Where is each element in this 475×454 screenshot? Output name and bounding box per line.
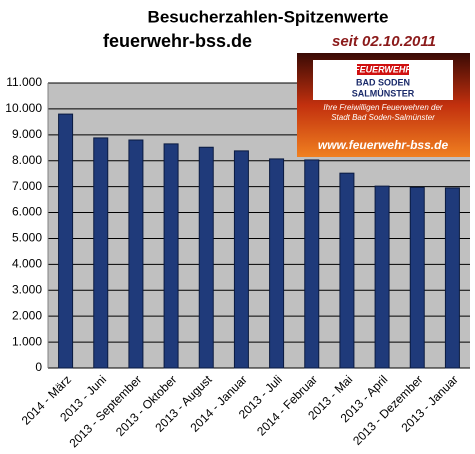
banner-text: Stadt Bad Soden-Salmünster <box>331 113 435 122</box>
y-tick-label: 4.000 <box>12 257 42 271</box>
bar <box>58 113 74 369</box>
y-tick-label: 1.000 <box>12 334 42 348</box>
banner-town: SALMÜNSTER <box>352 88 415 98</box>
bar <box>163 143 179 369</box>
y-tick-label: 2.000 <box>12 308 42 322</box>
bar <box>198 146 214 369</box>
x-tick-label: 2013 - Oktober <box>113 372 180 439</box>
bar <box>339 172 355 369</box>
y-tick-label: 11.000 <box>6 75 42 89</box>
chart-subtitle: feuerwehr-bss.de <box>103 31 252 51</box>
bar <box>269 158 285 369</box>
banner-brand: FEUERWEHR <box>354 64 412 74</box>
banner-logo-bar <box>357 64 409 75</box>
annotation: seit 02.10.2011 <box>332 33 436 50</box>
y-tick-label: 9.000 <box>12 127 42 141</box>
y-tick-label: 6.000 <box>12 205 42 219</box>
bar <box>444 187 460 369</box>
y-tick-label: 7.000 <box>12 179 42 193</box>
banner-town: BAD SODEN <box>356 77 410 87</box>
y-tick-label: 0 <box>35 360 42 374</box>
bar <box>409 186 425 369</box>
y-tick-label: 8.000 <box>12 153 42 167</box>
banner-url: www.feuerwehr-bss.de <box>318 138 449 152</box>
bar <box>233 150 249 369</box>
chart-title: Besucherzahlen-Spitzenwerte <box>148 7 389 26</box>
y-tick-label: 5.000 <box>12 231 42 245</box>
bar <box>304 159 320 369</box>
y-tick-label: 3.000 <box>12 282 42 296</box>
bar <box>93 137 109 369</box>
y-tick-label: 10.000 <box>5 101 42 115</box>
bar <box>128 139 144 369</box>
banner-text: Ihre Freiwilligen Feuerwehren der <box>323 103 443 112</box>
bar <box>374 185 390 369</box>
